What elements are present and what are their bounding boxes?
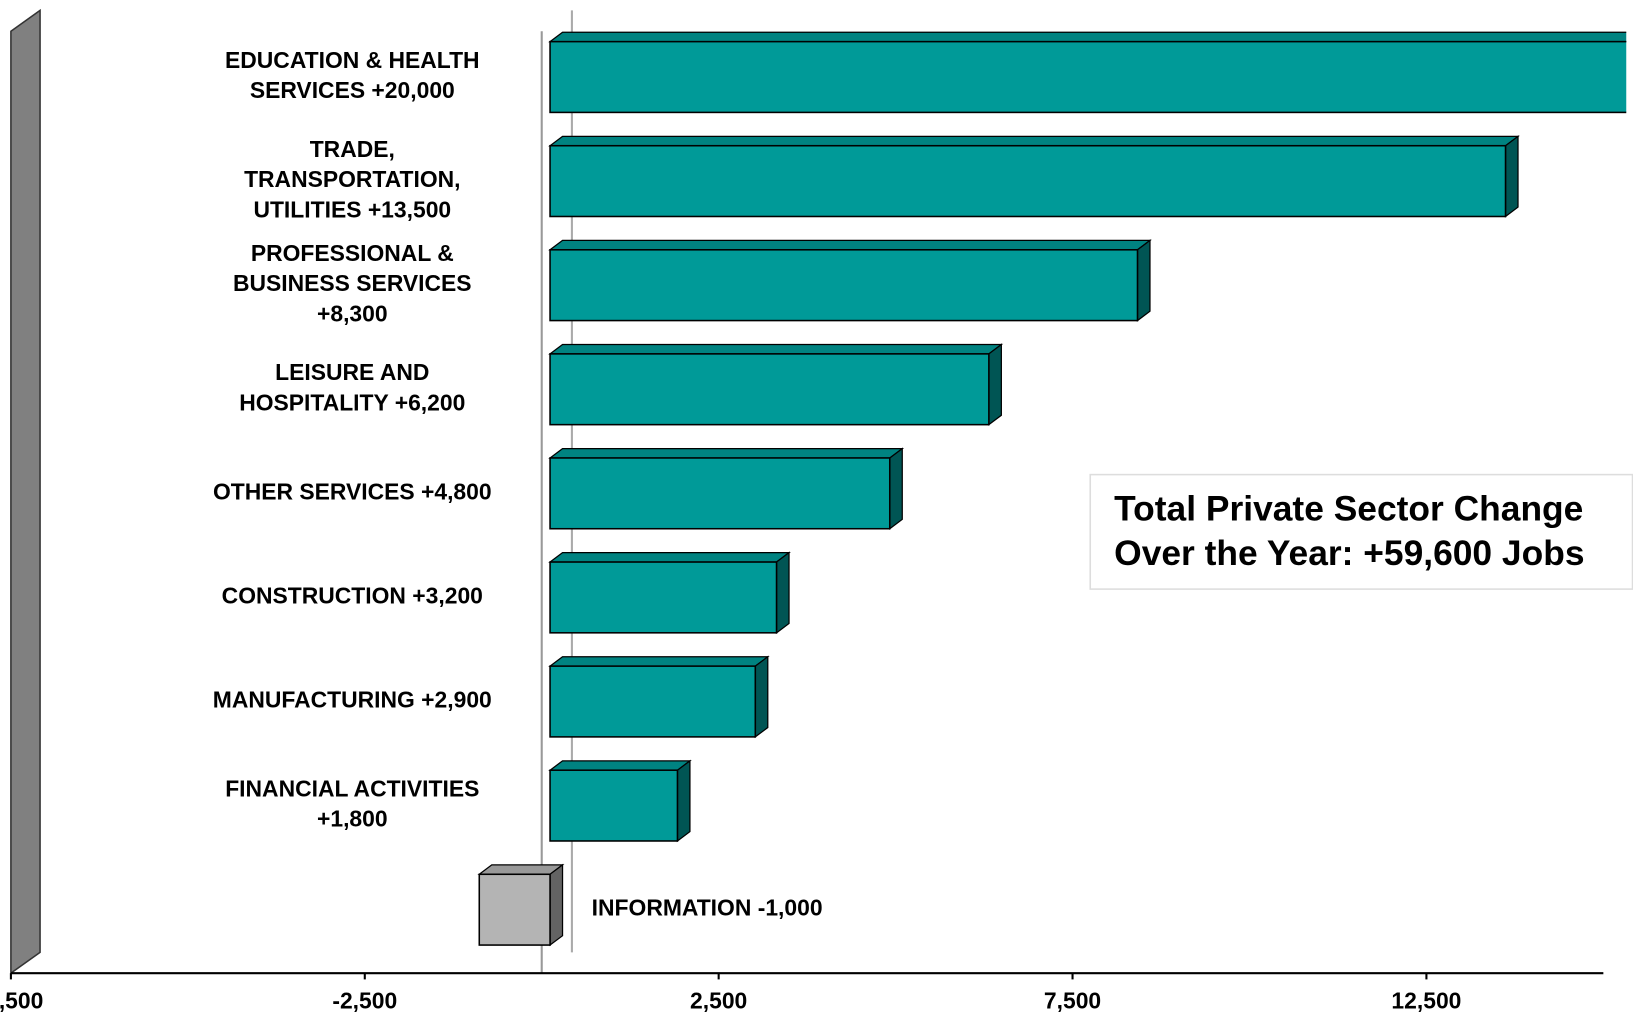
category-label: +8,300 [317, 300, 388, 326]
bar [478, 873, 551, 946]
bar-side [775, 551, 790, 635]
bar [549, 665, 757, 738]
bar-side [676, 759, 691, 843]
category-label: PROFESSIONAL & [251, 240, 454, 266]
bar-top [477, 864, 565, 875]
bar [549, 769, 679, 842]
bar-side [1136, 239, 1151, 322]
x-tick-label: 2,500 [690, 987, 747, 1013]
bar-top [548, 343, 1004, 355]
category-label: LEISURE AND [275, 359, 429, 385]
x-tick-label: 12,500 [1391, 987, 1461, 1013]
bar-top [548, 656, 770, 667]
bar [549, 40, 1627, 114]
bar-top [548, 239, 1152, 251]
bar-top [548, 135, 1520, 147]
category-label: INFORMATION -1,000 [592, 895, 823, 921]
bar-side [988, 343, 1002, 426]
category-label: +1,800 [317, 806, 388, 832]
bar [549, 353, 990, 426]
bar-top [548, 447, 905, 459]
bars [477, 31, 1627, 947]
category-label: MANUFACTURING +2,900 [213, 687, 492, 713]
bar [549, 249, 1139, 322]
x-tick-label: 7,500 [1044, 987, 1101, 1013]
x-tick-label: -7,500 [0, 987, 43, 1013]
annotation: Over the Year: +59,600 Jobs [1114, 534, 1584, 573]
category-label: FINANCIAL ACTIVITIES [225, 776, 479, 802]
category-label: BUSINESS SERVICES [233, 270, 472, 296]
x-tick-label: -2,500 [332, 987, 397, 1013]
bar-side [549, 863, 564, 947]
bar-top [548, 760, 692, 771]
bar [549, 561, 778, 634]
category-label: HOSPITALITY +6,200 [239, 389, 465, 415]
category-label: SERVICES +20,000 [250, 77, 455, 103]
bar-side [754, 655, 769, 739]
bar [549, 457, 891, 530]
category-label: TRADE, [310, 136, 395, 162]
bar-side [1504, 135, 1519, 218]
category-label: UTILITIES +13,500 [253, 196, 451, 222]
category-label: TRANSPORTATION, [244, 166, 460, 192]
category-label: EDUCATION & HEALTH [225, 47, 480, 73]
bar-top [548, 552, 791, 563]
annotation: Total Private Sector Change [1114, 489, 1583, 528]
annotation-box [1089, 473, 1633, 590]
bar-top [548, 31, 1627, 43]
bar-side [889, 447, 903, 530]
bar [549, 144, 1507, 218]
category-label: OTHER SERVICES +4,800 [213, 478, 492, 504]
category-label: CONSTRUCTION +3,200 [222, 582, 483, 608]
left-wall [10, 8, 41, 975]
